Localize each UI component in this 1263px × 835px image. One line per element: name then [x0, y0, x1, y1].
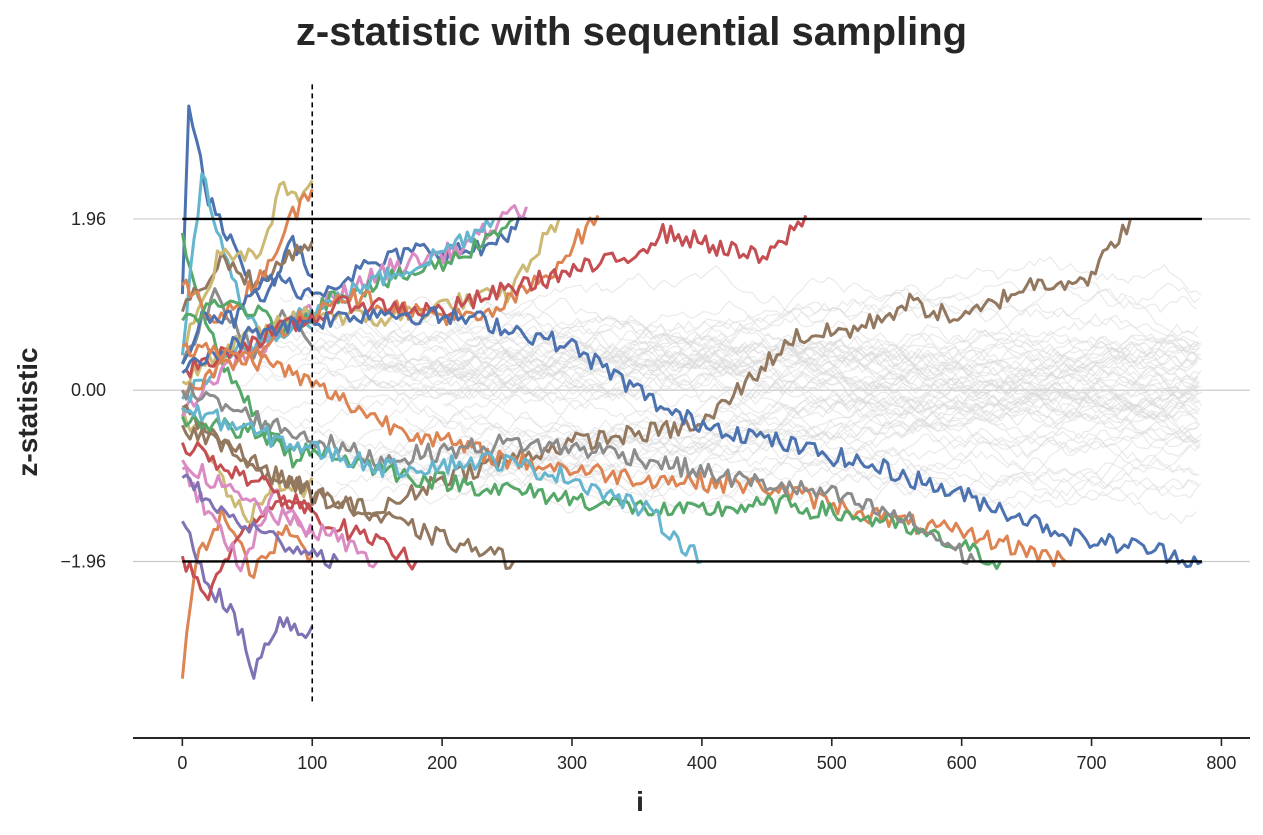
x-tick-label-6: 600 [947, 753, 977, 773]
background-path-20 [242, 329, 1199, 389]
background-path-7 [380, 432, 1202, 510]
reference-lines [182, 84, 1202, 705]
x-axis-label: i [636, 786, 644, 817]
x-tick-label-5: 500 [817, 753, 847, 773]
background-path-29 [286, 348, 1202, 457]
x-tick-label-2: 200 [427, 753, 457, 773]
series-line-1 [180, 505, 314, 679]
background-path-32 [438, 326, 1198, 420]
background-path-36 [336, 452, 1200, 521]
background-path-19 [229, 367, 1203, 441]
x-tick-label-0: 0 [177, 753, 187, 773]
background-path-28 [454, 364, 1199, 414]
series-line-23 [181, 383, 976, 565]
background-path-55 [360, 335, 1198, 422]
series-line-22 [181, 413, 1002, 570]
background-path-59 [376, 320, 1198, 374]
background-path-56 [395, 333, 1202, 415]
series-line-27 [181, 459, 379, 569]
x-tick-label-1: 100 [297, 753, 327, 773]
background-path-58 [414, 350, 1200, 442]
y-tick-label-2: −1.96 [60, 551, 106, 571]
background-path-44 [334, 374, 1198, 471]
x-tick-label-3: 300 [557, 753, 587, 773]
series-line-20 [181, 306, 1203, 569]
background-path-34 [345, 346, 1199, 423]
chart-title: z-statistic with sequential sampling [295, 10, 968, 54]
background-path-17 [460, 408, 1200, 479]
background-path-41 [387, 317, 1199, 458]
series-line-28 [181, 473, 340, 569]
background-path-57 [419, 342, 1200, 415]
background-path-26 [384, 461, 1202, 518]
background-path-23 [473, 426, 1202, 515]
x-tick-label-8: 800 [1206, 753, 1236, 773]
x-tick-label-7: 700 [1077, 753, 1107, 773]
series-line-25 [181, 424, 515, 570]
series-line-24 [181, 404, 703, 565]
background-path-52 [224, 325, 1198, 397]
background-path-43 [335, 345, 1199, 434]
series-line-8 [181, 466, 314, 573]
background-path-12 [298, 379, 1199, 479]
background-path-53 [302, 320, 1203, 382]
x-tick-label-4: 400 [687, 753, 717, 773]
axes: 0 100 200 300 400 500 600 700 800 1.96 0.00 −1.96 [60, 209, 1250, 773]
series-line-2 [181, 520, 314, 680]
series-line-7 [180, 241, 314, 313]
y-tick-label-0: 1.96 [71, 209, 106, 229]
series-line-10 [181, 179, 314, 348]
series-line-19 [181, 218, 1132, 522]
y-tick-label-1: 0.00 [71, 380, 106, 400]
series-group [180, 104, 1203, 680]
series-line-18 [181, 214, 808, 379]
series-line-26 [180, 441, 418, 571]
background-path-42 [399, 404, 1201, 505]
